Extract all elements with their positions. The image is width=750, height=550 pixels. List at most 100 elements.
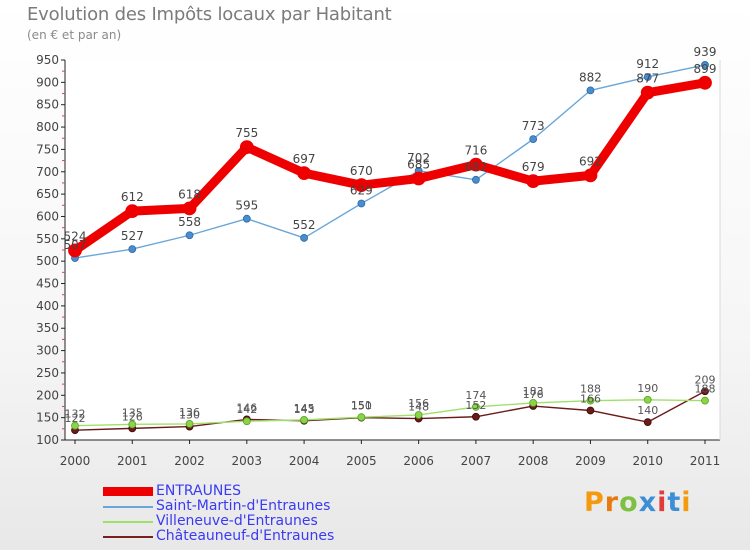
data-point [300,234,308,242]
data-label: 612 [121,190,144,204]
chart-subtitle: (en € et par an) [27,28,122,42]
data-label: 122 [65,412,86,425]
brand-letter: o [619,487,639,518]
legend-label: ENTRAUNES [156,483,242,499]
data-point [701,387,709,396]
data-point [640,85,655,100]
y-tick-label: 300 [36,344,59,358]
data-label: 682 [464,160,487,174]
data-point [128,420,137,429]
data-label: 877 [636,72,659,86]
y-tick-label: 650 [36,187,59,201]
data-point [297,166,311,181]
y-tick-label: 800 [36,120,59,134]
legend-swatch [103,505,153,508]
brand-letter: r [604,487,620,518]
data-point [242,417,251,426]
data-label: 899 [694,62,717,76]
y-tick-label: 250 [36,366,59,380]
data-point [357,199,366,208]
data-point [414,411,423,419]
data-point [701,396,709,405]
data-label: 697 [293,152,316,166]
brand-letter: x [638,487,658,518]
data-point [643,418,652,427]
data-label: 670 [350,164,373,178]
x-tick-label: 2010 [632,454,663,468]
y-tick-label: 850 [36,98,59,112]
y-tick-label: 900 [36,75,59,89]
y-tick-label: 150 [36,411,59,425]
x-tick-label: 2003 [232,454,263,468]
data-label: 912 [636,57,659,71]
data-label: 527 [121,229,144,243]
chart-title: Evolution des Impôts locaux par Habitant [27,4,392,25]
x-tick-label: 2007 [461,454,492,468]
data-label: 685 [407,157,430,171]
x-tick-label: 2011 [690,454,721,468]
data-label: 188 [580,383,601,396]
data-point [583,168,598,183]
y-tick-label: 950 [36,53,59,67]
y-tick-label: 700 [36,165,59,179]
y-tick-label: 400 [36,299,59,313]
data-label: 174 [465,389,486,402]
y-tick-label: 550 [36,232,59,246]
brand-letter: i [681,487,692,518]
x-tick-label: 2000 [60,454,91,468]
data-point [586,396,595,405]
series-line-1 [74,64,706,259]
x-tick-label: 2004 [289,454,320,468]
data-point [643,73,652,81]
data-label: 156 [408,397,429,410]
x-tick-label: 2002 [174,454,205,468]
series-line-3 [74,390,706,431]
data-point [529,135,538,144]
legend-swatch [103,487,153,496]
data-label: 595 [235,199,258,213]
x-tick-label: 2005 [346,454,377,468]
data-label: 148 [408,401,429,414]
data-label: 755 [235,126,258,140]
data-label: 882 [579,70,602,84]
data-label: 146 [236,401,257,414]
x-tick-label: 2009 [575,454,606,468]
data-label: 679 [522,160,545,174]
data-label: 143 [294,403,315,416]
data-point [472,412,480,421]
data-point [701,61,709,69]
data-point [68,243,82,258]
y-tick-label: 600 [36,209,59,223]
data-label: 132 [65,408,86,421]
legend-swatch [103,535,153,538]
brand-letter: i [657,487,668,518]
legend-item-chateauneuf: Châteauneuf-d'Entraunes [103,529,334,544]
y-tick-label: 200 [36,388,59,402]
legend-item-villeneuve: Villeneuve-d'Entraunes [103,514,334,529]
data-point [526,174,541,189]
data-point [185,231,194,240]
plot-background [65,60,720,440]
data-point [529,398,538,407]
data-label: 140 [637,404,658,417]
data-point [357,413,366,422]
data-label: 507 [64,238,87,252]
data-point [643,395,652,404]
data-point [71,421,79,430]
data-point [472,403,480,411]
data-point [586,406,595,415]
data-label: 142 [236,403,257,416]
data-label: 136 [179,406,200,419]
y-tick-label: 100 [36,433,59,447]
data-label: 130 [179,409,200,422]
data-point [128,245,137,254]
data-label: 552 [293,218,316,232]
legend-label: Saint-Martin-d'Entraunes [156,498,331,514]
data-label: 145 [294,402,315,415]
legend-item-saint-martin: Saint-Martin-d'Entraunes [103,499,334,514]
data-point [242,214,251,223]
data-label: 939 [694,45,717,59]
data-label: 618 [178,187,201,201]
